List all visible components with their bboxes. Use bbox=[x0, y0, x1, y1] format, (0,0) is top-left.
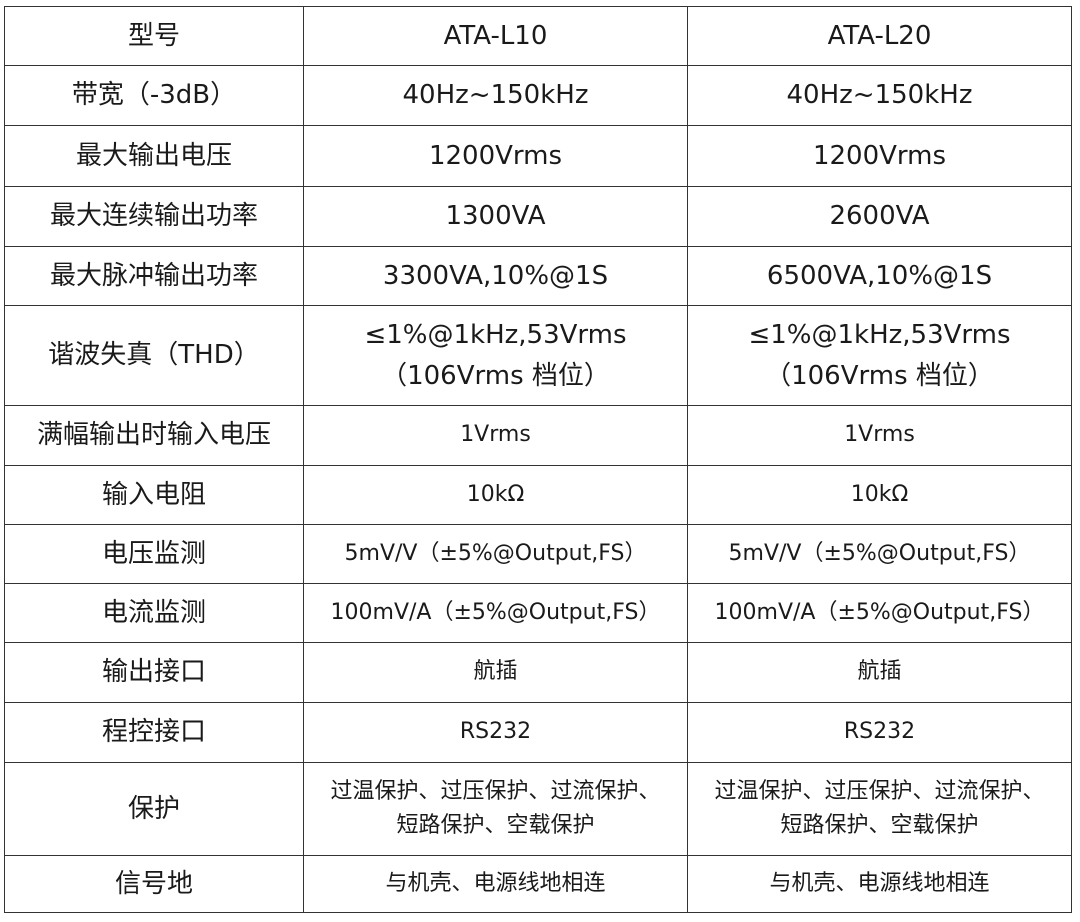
value-ata-l10: 5mV/V（±5%@Output,FS） bbox=[303, 524, 688, 584]
value-ata-l20: 100mV/A（±5%@Output,FS） bbox=[687, 583, 1072, 643]
value-ata-l20: 40Hz~150kHz bbox=[687, 65, 1072, 126]
value-line: 1200Vrms bbox=[428, 140, 563, 171]
value-line: 过温保护、过压保护、过流保护、 bbox=[330, 778, 661, 804]
row-label: 程控接口 bbox=[4, 702, 304, 763]
value-ata-l20: 5mV/V（±5%@Output,FS） bbox=[687, 524, 1072, 584]
value-ata-l10: 过温保护、过压保护、过流保护、 短路保护、空载保护 bbox=[303, 762, 688, 856]
value-ata-l10: ≤1%@1kHz,53Vrms （106Vrms 档位） bbox=[303, 305, 688, 406]
value-line: 航插 bbox=[857, 659, 902, 685]
row-label: 输入电阻 bbox=[4, 465, 304, 525]
value-line: ≤1%@1kHz,53Vrms bbox=[364, 320, 627, 351]
table-row: 电压监测 5mV/V（±5%@Output,FS） 5mV/V（±5%@Output… bbox=[4, 524, 1072, 584]
value-line: 短路保护、空载保护 bbox=[780, 813, 979, 838]
value-ata-l20: 1200Vrms bbox=[687, 125, 1072, 187]
value-line: 1300VA bbox=[445, 201, 546, 232]
value-ata-l10: 与机壳、电源线地相连 bbox=[303, 855, 688, 913]
table-row: 谐波失真（THD） ≤1%@1kHz,53Vrms （106Vrms 档位） ≤1%@… bbox=[4, 305, 1072, 406]
value-line: 100mV/A（±5%@Output,FS） bbox=[330, 599, 661, 625]
value-ata-l20: ≤1%@1kHz,53Vrms （106Vrms 档位） bbox=[687, 305, 1072, 406]
value-line: 3300VA,10%@1S bbox=[382, 260, 609, 291]
row-label: 满幅输出时输入电压 bbox=[4, 405, 304, 466]
value-ata-l10: 航插 bbox=[303, 642, 688, 703]
value-ata-l10: 100mV/A（±5%@Output,FS） bbox=[303, 583, 688, 643]
value-ata-l10: 10kΩ bbox=[303, 465, 688, 525]
value-line: 2600VA bbox=[829, 201, 930, 232]
value-line: 航插 bbox=[473, 659, 518, 685]
value-line: 与机壳、电源线地相连 bbox=[769, 870, 990, 896]
value-line: 6500VA,10%@1S bbox=[766, 260, 993, 291]
value-ata-l20: 与机壳、电源线地相连 bbox=[687, 855, 1072, 913]
table-row: 电流监测 100mV/A（±5%@Output,FS） 100mV/A（±5%@Ou… bbox=[4, 583, 1072, 643]
table-row: 输出接口 航插 航插 bbox=[4, 642, 1072, 703]
value-line: 40Hz~150kHz bbox=[786, 80, 973, 111]
row-label: 信号地 bbox=[4, 855, 304, 913]
value-line: 5mV/V（±5%@Output,FS） bbox=[344, 540, 647, 566]
header-row: 型号 ATA-L10 ATA-L20 bbox=[4, 6, 1072, 66]
row-label: 最大连续输出功率 bbox=[4, 186, 304, 247]
value-ata-l20: 10kΩ bbox=[687, 465, 1072, 525]
value-line: 过温保护、过压保护、过流保护、 bbox=[714, 778, 1045, 804]
header-ata-l10: ATA-L10 bbox=[303, 6, 688, 66]
row-label: 电压监测 bbox=[4, 524, 304, 584]
row-label: 谐波失真（THD） bbox=[4, 305, 304, 406]
table-row: 最大脉冲输出功率 3300VA,10%@1S 6500VA,10%@1S bbox=[4, 246, 1072, 306]
value-line: 5mV/V（±5%@Output,FS） bbox=[728, 540, 1031, 566]
value-ata-l20: 过温保护、过压保护、过流保护、 短路保护、空载保护 bbox=[687, 762, 1072, 856]
value-ata-l10: RS232 bbox=[303, 702, 688, 763]
header-model: 型号 bbox=[4, 6, 304, 66]
value-ata-l20: 1Vrms bbox=[687, 405, 1072, 466]
value-line: 与机壳、电源线地相连 bbox=[385, 870, 606, 896]
value-line: 1200Vrms bbox=[812, 140, 947, 171]
table-row: 保护 过温保护、过压保护、过流保护、 短路保护、空载保护 过温保护、过压保护、过流保护… bbox=[4, 762, 1072, 856]
value-ata-l10: 1Vrms bbox=[303, 405, 688, 466]
row-label: 最大脉冲输出功率 bbox=[4, 246, 304, 306]
value-ata-l10: 3300VA,10%@1S bbox=[303, 246, 688, 306]
value-line: 短路保护、空载保护 bbox=[396, 813, 595, 838]
header-ata-l20: ATA-L20 bbox=[687, 6, 1072, 66]
value-line: 1Vrms bbox=[844, 422, 915, 448]
table-row: 最大输出电压 1200Vrms 1200Vrms bbox=[4, 125, 1072, 187]
value-ata-l10: 1300VA bbox=[303, 186, 688, 247]
value-ata-l20: 2600VA bbox=[687, 186, 1072, 247]
value-line: 10kΩ bbox=[850, 481, 909, 507]
value-line: 10kΩ bbox=[466, 481, 525, 507]
value-ata-l20: 航插 bbox=[687, 642, 1072, 703]
row-label: 保护 bbox=[4, 762, 304, 856]
table-row: 带宽（-3dB） 40Hz~150kHz 40Hz~150kHz bbox=[4, 65, 1072, 126]
value-line: ≤1%@1kHz,53Vrms bbox=[748, 320, 1011, 351]
row-label: 带宽（-3dB） bbox=[4, 65, 304, 126]
value-ata-l20: 6500VA,10%@1S bbox=[687, 246, 1072, 306]
table-row: 最大连续输出功率 1300VA 2600VA bbox=[4, 186, 1072, 247]
value-line: （106Vrms 档位） bbox=[765, 360, 994, 391]
value-line: RS232 bbox=[843, 719, 916, 745]
table-row: 满幅输出时输入电压 1Vrms 1Vrms bbox=[4, 405, 1072, 466]
value-line: 40Hz~150kHz bbox=[402, 80, 589, 111]
value-line: RS232 bbox=[459, 719, 532, 745]
value-ata-l10: 40Hz~150kHz bbox=[303, 65, 688, 126]
value-ata-l20: RS232 bbox=[687, 702, 1072, 763]
row-label: 最大输出电压 bbox=[4, 125, 304, 187]
value-line: 1Vrms bbox=[460, 422, 531, 448]
value-ata-l10: 1200Vrms bbox=[303, 125, 688, 187]
value-line: （106Vrms 档位） bbox=[381, 360, 610, 391]
table-row: 程控接口 RS232 RS232 bbox=[4, 702, 1072, 763]
row-label: 电流监测 bbox=[4, 583, 304, 643]
table-row: 输入电阻 10kΩ 10kΩ bbox=[4, 465, 1072, 525]
value-line: 100mV/A（±5%@Output,FS） bbox=[714, 599, 1045, 625]
table-row: 信号地 与机壳、电源线地相连 与机壳、电源线地相连 bbox=[4, 855, 1072, 913]
row-label: 输出接口 bbox=[4, 642, 304, 703]
spec-table: 型号 ATA-L10 ATA-L20 带宽（-3dB） 40Hz~150kHz 40… bbox=[4, 6, 1072, 913]
